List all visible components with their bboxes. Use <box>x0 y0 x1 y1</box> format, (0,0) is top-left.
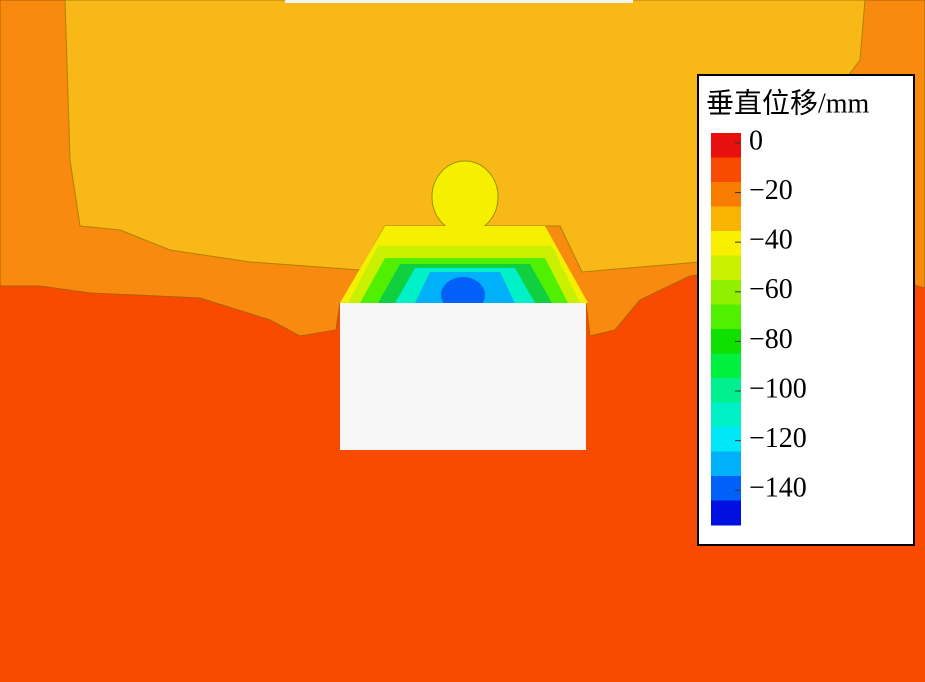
colorbar: 0 −20 −40 −60 −80 −100 −120 −140 <box>711 125 807 526</box>
color-band <box>711 378 741 403</box>
tick-label: −140 <box>749 473 807 504</box>
tick-label: −120 <box>749 423 807 454</box>
color-band <box>711 500 741 526</box>
color-band <box>711 231 741 256</box>
legend-title: 垂直位移/mm <box>706 87 870 119</box>
top-strip <box>285 0 633 3</box>
tick-label: −40 <box>749 225 793 256</box>
tick-label: −80 <box>749 324 793 355</box>
color-band <box>711 451 741 477</box>
tick-label: 0 <box>749 125 763 156</box>
legend: 垂直位移/mm 0 −20 −40 −60 −80 −100 −120 −140 <box>697 74 915 546</box>
tunnel-void <box>340 303 586 450</box>
color-band <box>711 427 741 452</box>
color-band <box>711 255 741 281</box>
color-band <box>711 182 741 207</box>
color-band <box>711 133 741 158</box>
color-band <box>711 206 741 232</box>
region-dome <box>431 160 499 234</box>
tick-label: −100 <box>749 373 807 404</box>
color-band <box>711 476 741 501</box>
color-band <box>711 157 741 183</box>
color-band <box>711 402 741 428</box>
color-band <box>711 304 741 330</box>
color-band <box>711 353 741 379</box>
tick-label: −20 <box>749 175 793 206</box>
color-band <box>711 280 741 305</box>
tick-label: −60 <box>749 274 793 305</box>
